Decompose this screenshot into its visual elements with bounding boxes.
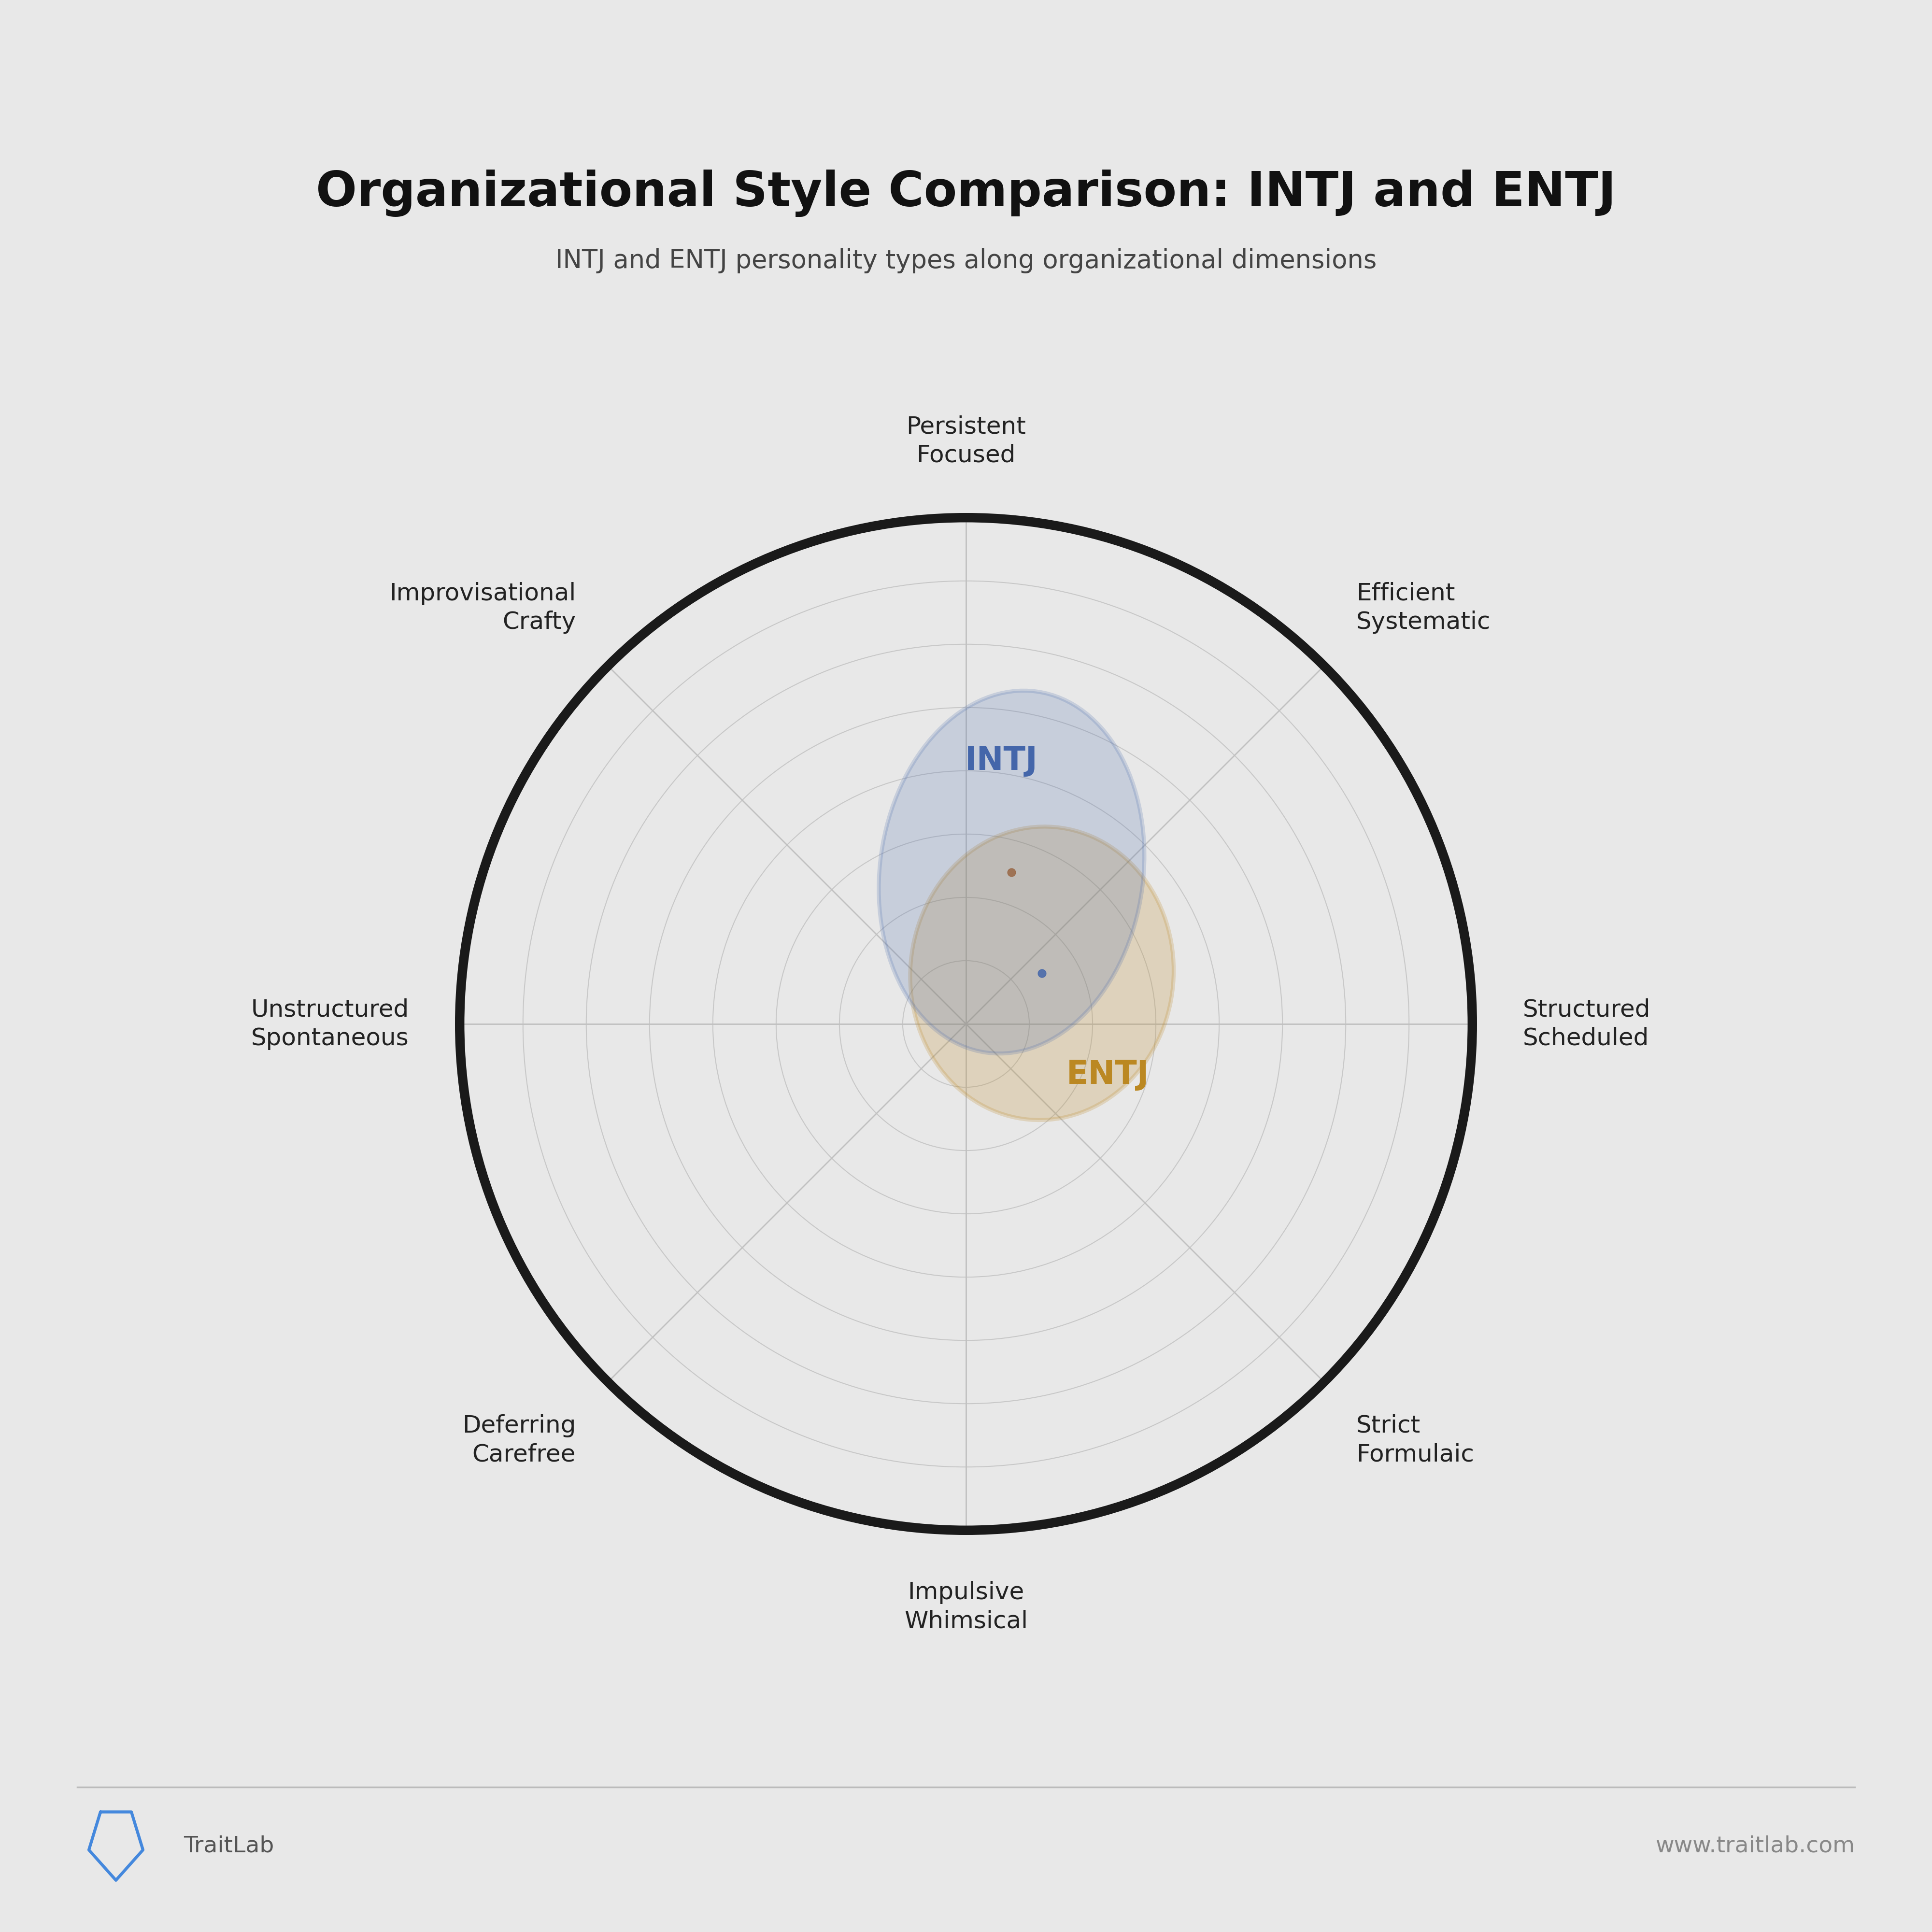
Text: Strict
Formulaic: Strict Formulaic xyxy=(1356,1414,1474,1466)
Text: Improvisational
Crafty: Improvisational Crafty xyxy=(388,582,576,634)
Text: Impulsive
Whimsical: Impulsive Whimsical xyxy=(904,1580,1028,1633)
Text: TraitLab: TraitLab xyxy=(184,1835,274,1857)
Text: Structured
Scheduled: Structured Scheduled xyxy=(1522,999,1650,1049)
Ellipse shape xyxy=(910,827,1175,1121)
Text: INTJ: INTJ xyxy=(966,744,1037,777)
Text: Efficient
Systematic: Efficient Systematic xyxy=(1356,582,1492,634)
Text: INTJ and ENTJ personality types along organizational dimensions: INTJ and ENTJ personality types along or… xyxy=(554,247,1378,272)
Text: Organizational Style Comparison: INTJ and ENTJ: Organizational Style Comparison: INTJ an… xyxy=(317,170,1615,216)
Text: www.traitlab.com: www.traitlab.com xyxy=(1656,1835,1855,1857)
Text: Persistent
Focused: Persistent Focused xyxy=(906,415,1026,468)
Text: ENTJ: ENTJ xyxy=(1066,1059,1150,1090)
Text: Deferring
Carefree: Deferring Carefree xyxy=(462,1414,576,1466)
Ellipse shape xyxy=(879,690,1144,1053)
Text: Unstructured
Spontaneous: Unstructured Spontaneous xyxy=(251,999,410,1049)
